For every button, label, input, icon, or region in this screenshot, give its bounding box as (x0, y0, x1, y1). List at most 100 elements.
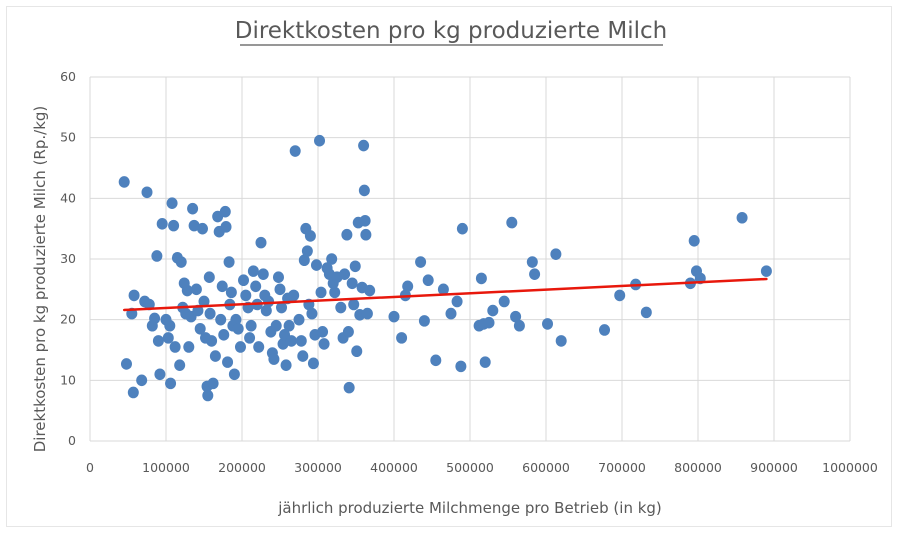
data-point (614, 289, 626, 302)
data-point (529, 268, 541, 280)
x-tick-labels: 0 100000 200000 300000 400000 500000 600000 700… (86, 460, 878, 475)
data-point (430, 354, 442, 367)
data-point (415, 256, 427, 268)
data-point (314, 134, 326, 147)
x-tick-label: 900000 (750, 460, 798, 475)
data-point (359, 214, 371, 227)
y-tick-label: 20 (60, 312, 76, 327)
data-point (307, 357, 319, 370)
data-point (422, 274, 434, 287)
data-point (207, 377, 219, 390)
data-point (166, 197, 178, 209)
chart-title-group: Direktkosten pro kg produzierte Milch (235, 18, 668, 46)
data-point (219, 205, 231, 218)
data-point (289, 145, 301, 157)
y-tick-label: 30 (60, 251, 76, 266)
data-point (194, 322, 206, 335)
data-point (165, 377, 177, 390)
data-point (301, 245, 313, 257)
trendline (122, 277, 768, 312)
chart-title: Direktkosten pro kg produzierte Milch (235, 18, 668, 44)
data-point (238, 274, 250, 287)
data-point (298, 254, 310, 267)
data-point (276, 301, 288, 314)
data-point (285, 335, 297, 347)
data-point (402, 280, 414, 293)
data-point (329, 286, 341, 299)
data-point (295, 335, 307, 347)
data-point (358, 184, 370, 197)
data-point (364, 284, 376, 297)
data-point (270, 319, 282, 332)
data-point (396, 332, 408, 344)
data-point (250, 280, 262, 293)
x-tick-label: 1000000 (822, 460, 878, 475)
data-point (317, 326, 329, 338)
data-point (418, 315, 430, 327)
data-point (183, 341, 195, 353)
trendline-group (122, 277, 768, 312)
x-tick-label: 200000 (218, 460, 266, 475)
data-point (136, 374, 148, 387)
data-point (272, 271, 284, 284)
data-point (526, 256, 538, 268)
y-tick-label: 50 (60, 130, 76, 145)
x-tick-label: 700000 (598, 460, 646, 475)
x-tick-label: 0 (86, 460, 94, 475)
data-point (274, 283, 286, 296)
data-point (513, 319, 525, 332)
data-point (247, 265, 259, 277)
data-point (760, 265, 772, 277)
data-point (360, 228, 372, 241)
data-point (151, 250, 163, 262)
data-point (304, 230, 316, 242)
data-point (162, 332, 174, 344)
x-tick-label: 100000 (142, 460, 190, 475)
data-point (346, 277, 358, 290)
gridlines (89, 76, 851, 442)
data-point (479, 356, 491, 368)
data-point (361, 307, 373, 320)
y-axis-label: Direktkosten pro kg produzierte Milch (R… (31, 106, 49, 453)
data-point (198, 295, 210, 308)
data-point (190, 283, 202, 296)
data-point (154, 368, 166, 381)
data-point (169, 341, 181, 353)
data-point (498, 295, 510, 308)
data-points (118, 134, 772, 402)
y-tick-label: 60 (60, 69, 76, 84)
data-point (339, 268, 351, 280)
data-point (351, 345, 363, 358)
data-point (234, 341, 246, 353)
data-point (268, 353, 280, 365)
x-tick-label: 300000 (294, 460, 342, 475)
data-point (187, 202, 199, 215)
data-point (280, 359, 292, 371)
x-tick-label: 600000 (522, 460, 570, 475)
data-point (253, 341, 265, 353)
data-point (342, 326, 354, 338)
data-point (283, 319, 295, 332)
data-point (127, 386, 139, 399)
data-point (310, 259, 322, 271)
data-point (196, 222, 208, 235)
y-tick-label: 40 (60, 190, 76, 205)
data-point (175, 256, 187, 268)
data-point (168, 219, 180, 232)
data-point (315, 286, 327, 299)
data-point (204, 307, 216, 320)
data-point (141, 186, 153, 199)
x-tick-label: 800000 (674, 460, 722, 475)
data-point (215, 313, 227, 326)
data-point (445, 307, 457, 320)
data-point (188, 219, 200, 232)
data-point (510, 310, 522, 323)
data-point (225, 286, 237, 299)
data-point (483, 316, 495, 329)
data-point (257, 268, 269, 280)
data-point (206, 335, 218, 347)
data-point (349, 260, 361, 273)
data-point (240, 289, 252, 302)
data-point (318, 338, 330, 350)
